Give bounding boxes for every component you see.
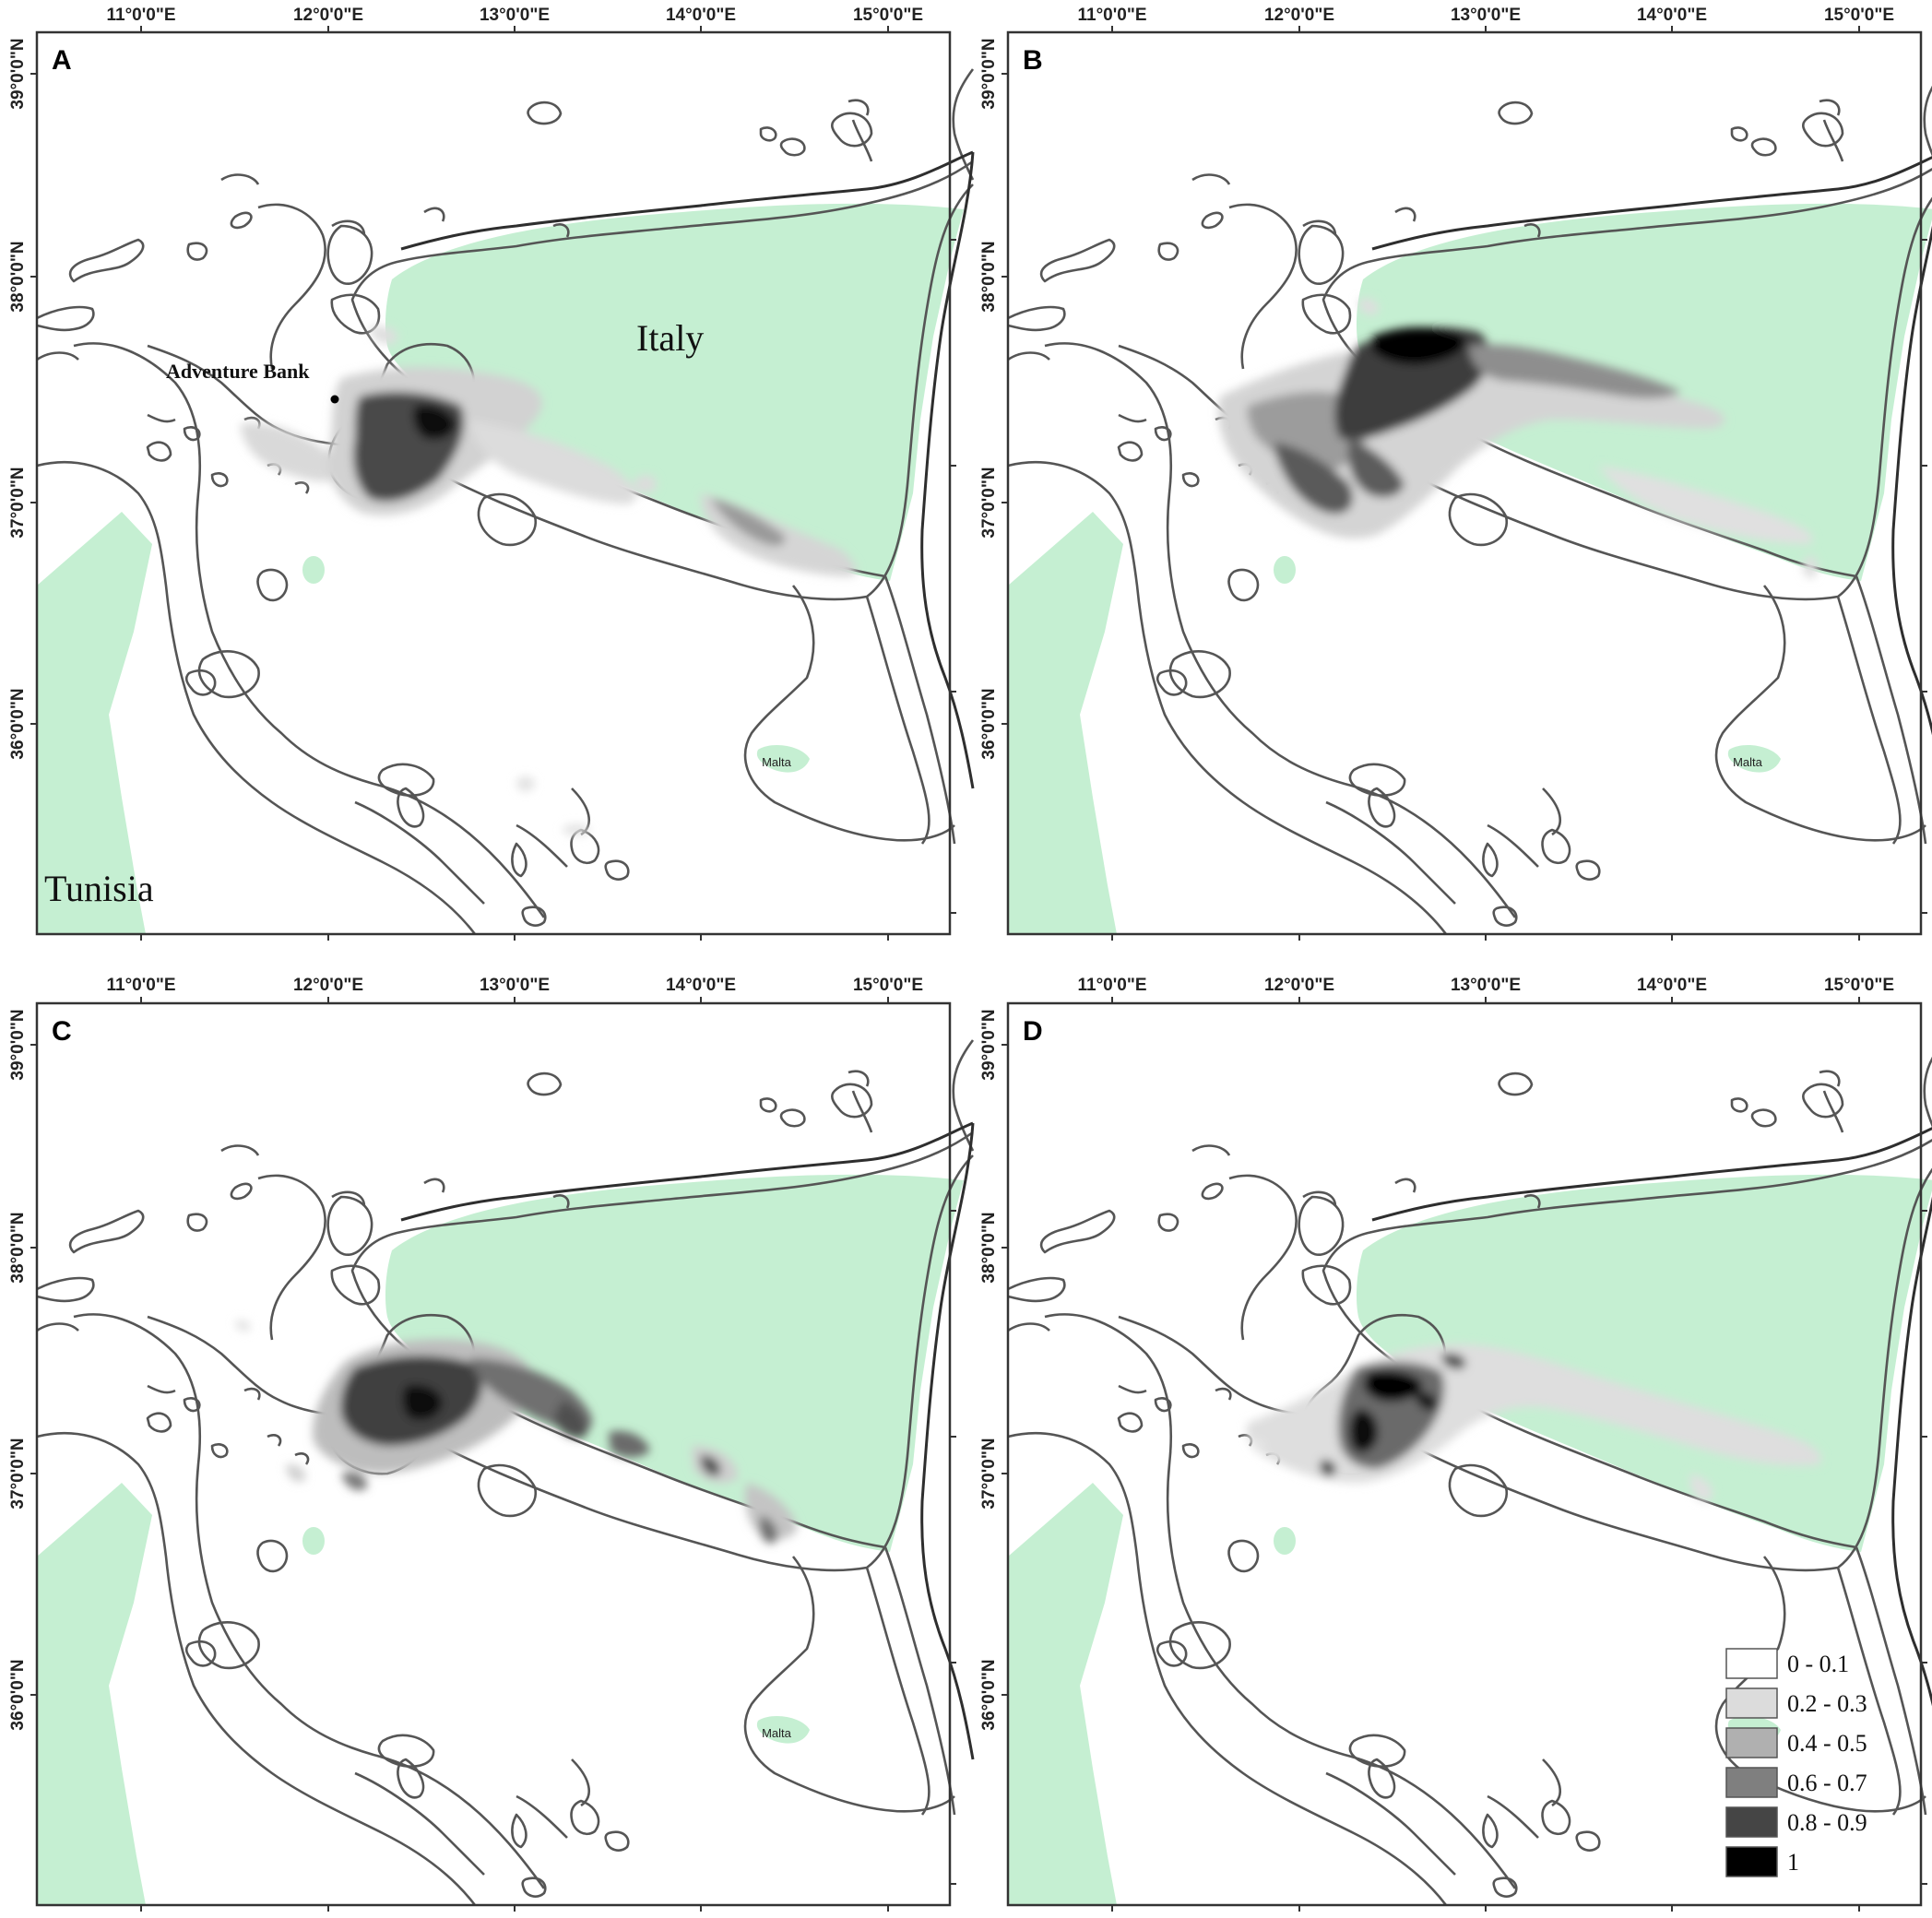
lat-axis-left-a: 39°0'0"N 38°0'0"N 37°0'0"N 36°0'0"N: [8, 38, 28, 759]
legend-label: 0.8 - 0.9: [1787, 1809, 1867, 1836]
lat-tick-label: 37°0'0"N: [979, 1438, 999, 1509]
legend-swatch: [1725, 1806, 1778, 1838]
legend-swatch: [1725, 1767, 1778, 1798]
lon-tick-label: 12°0'0"E: [293, 976, 363, 995]
panel-letter-c: C: [52, 1016, 72, 1047]
lon-tick-label: 14°0'0"E: [1637, 976, 1707, 995]
legend: 0 - 0.1 0.2 - 0.3 0.4 - 0.5 0.6 - 0.7 0.…: [1725, 1648, 1867, 1877]
malta-label: Malta: [1733, 755, 1763, 769]
lat-tick-label: 39°0'0"N: [979, 1009, 999, 1080]
lat-tick-label: 38°0'0"N: [979, 1212, 999, 1283]
legend-item: 0.6 - 0.7: [1725, 1767, 1867, 1798]
map-panel-b: B Malta: [1006, 30, 1932, 936]
lat-axis-left-d: 39°0'0"N 38°0'0"N 37°0'0"N 36°0'0"N: [979, 1009, 999, 1730]
lon-tick-label: 11°0'0"E: [106, 6, 175, 25]
probability-shading-a: [240, 326, 857, 835]
lon-tick-label: 15°0'0"E: [1824, 976, 1894, 995]
lat-tick-label: 39°0'0"N: [8, 1009, 28, 1080]
lon-axis-top-d: 11°0'0"E 12°0'0"E 13°0'0"E 14°0'0"E 15°0…: [1077, 976, 1894, 995]
map-panel-a: A Italy Tunisia Adventure Bank Malta: [35, 30, 975, 936]
legend-item: 1: [1725, 1846, 1799, 1877]
panel-letter-b: B: [1023, 45, 1043, 76]
lat-tick-label: 37°0'0"N: [8, 467, 28, 538]
lon-axis-top-b: 11°0'0"E 12°0'0"E 13°0'0"E 14°0'0"E 15°0…: [1077, 6, 1894, 25]
lon-tick-label: 12°0'0"E: [1264, 976, 1334, 995]
legend-label: 0.2 - 0.3: [1787, 1690, 1867, 1717]
lon-tick-label: 14°0'0"E: [1637, 6, 1707, 25]
lon-tick-label: 11°0'0"E: [106, 976, 175, 995]
map-panel-c: C Malta: [35, 1001, 975, 1907]
malta-label: Malta: [762, 755, 792, 769]
lat-tick-label: 38°0'0"N: [8, 1212, 28, 1283]
legend-label: 0.6 - 0.7: [1787, 1770, 1867, 1796]
legend-item: 0.2 - 0.3: [1725, 1687, 1867, 1719]
probability-shading-d: [1246, 1344, 1821, 1502]
lat-tick-label: 38°0'0"N: [8, 241, 28, 312]
lat-tick-label: 39°0'0"N: [8, 38, 28, 109]
lon-tick-label: 13°0'0"E: [1451, 6, 1521, 25]
lon-tick-label: 12°0'0"E: [293, 6, 363, 25]
panel-letter-a: A: [52, 45, 72, 76]
lat-tick-label: 38°0'0"N: [979, 241, 999, 312]
lon-tick-label: 15°0'0"E: [853, 6, 923, 25]
lon-tick-label: 11°0'0"E: [1077, 6, 1146, 25]
lat-axis-left-c: 39°0'0"N 38°0'0"N 37°0'0"N 36°0'0"N: [8, 1009, 28, 1730]
lon-tick-label: 13°0'0"E: [1451, 976, 1521, 995]
legend-swatch: [1725, 1687, 1778, 1719]
legend-swatch: [1725, 1727, 1778, 1758]
lon-tick-label: 11°0'0"E: [1077, 976, 1146, 995]
legend-item: 0.8 - 0.9: [1725, 1806, 1867, 1838]
lon-tick-label: 14°0'0"E: [666, 976, 736, 995]
lat-tick-label: 37°0'0"N: [8, 1438, 28, 1509]
probability-shading-b: [1218, 298, 1818, 578]
lon-tick-label: 15°0'0"E: [853, 976, 923, 995]
lon-tick-label: 13°0'0"E: [480, 976, 550, 995]
lon-tick-label: 12°0'0"E: [1264, 6, 1334, 25]
lat-tick-label: 37°0'0"N: [979, 467, 999, 538]
adventure-bank-marker: [330, 395, 339, 404]
tick-marks: [30, 26, 1927, 1912]
lat-axis-left-b: 39°0'0"N 38°0'0"N 37°0'0"N 36°0'0"N: [979, 38, 999, 759]
lon-axis-top-c: 11°0'0"E 12°0'0"E 13°0'0"E 14°0'0"E 15°0…: [106, 976, 923, 995]
legend-swatch: [1725, 1648, 1778, 1679]
tunisia-label: Tunisia: [44, 868, 154, 909]
lat-tick-label: 36°0'0"N: [979, 1659, 999, 1730]
legend-label: 0 - 0.1: [1787, 1651, 1849, 1677]
lon-tick-label: 13°0'0"E: [480, 6, 550, 25]
lat-tick-label: 36°0'0"N: [979, 688, 999, 759]
legend-item: 0.4 - 0.5: [1725, 1727, 1867, 1758]
legend-label: 1: [1787, 1849, 1799, 1876]
legend-item: 0 - 0.1: [1725, 1648, 1849, 1679]
panel-letter-d: D: [1023, 1016, 1043, 1047]
lon-axis-top-a: 11°0'0"E 12°0'0"E 13°0'0"E 14°0'0"E 15°0…: [106, 6, 923, 25]
lat-tick-label: 36°0'0"N: [8, 688, 28, 759]
lat-tick-label: 39°0'0"N: [979, 38, 999, 109]
map-panel-d: D 0 - 0.1 0.2 - 0.3 0.4 - 0.5 0.6 - 0.7 …: [1006, 1001, 1932, 1907]
lat-tick-label: 36°0'0"N: [8, 1659, 28, 1730]
probability-shading-c: [235, 1320, 798, 1544]
lon-tick-label: 15°0'0"E: [1824, 6, 1894, 25]
italy-label: Italy: [636, 317, 704, 359]
adventure-bank-label: Adventure Bank: [166, 360, 310, 383]
malta-label: Malta: [762, 1726, 792, 1740]
lon-tick-label: 14°0'0"E: [666, 6, 736, 25]
legend-swatch: [1725, 1846, 1778, 1877]
legend-label: 0.4 - 0.5: [1787, 1730, 1867, 1757]
